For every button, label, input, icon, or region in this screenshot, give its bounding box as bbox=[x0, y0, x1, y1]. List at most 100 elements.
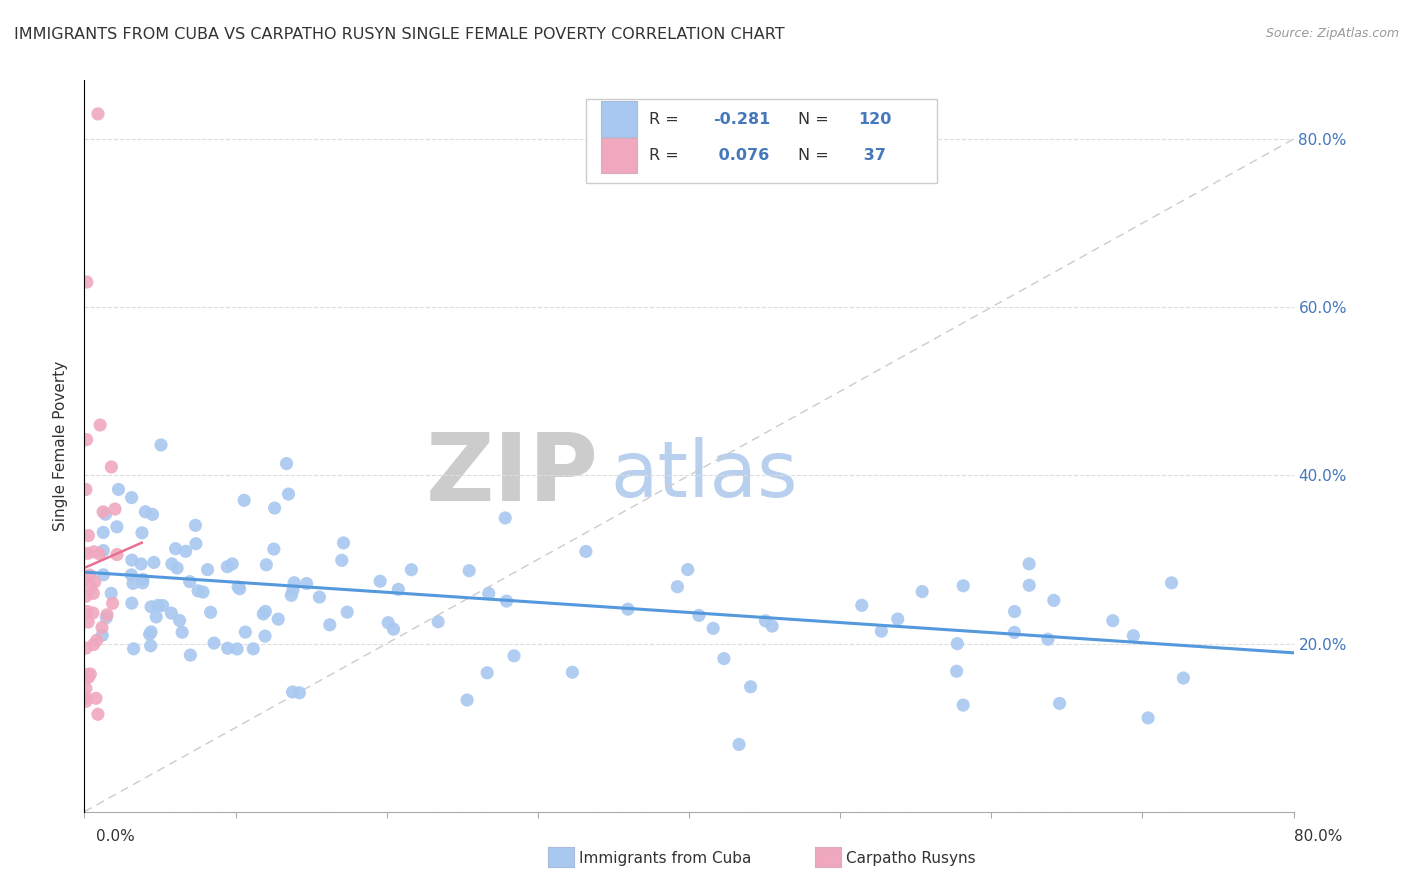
Point bbox=[851, 599, 873, 613]
Text: 0.0%: 0.0% bbox=[96, 830, 135, 844]
Point bbox=[141, 508, 163, 522]
Point bbox=[217, 559, 239, 574]
Point bbox=[870, 624, 893, 639]
Point bbox=[83, 638, 105, 652]
Point bbox=[221, 557, 243, 571]
Point bbox=[179, 574, 201, 589]
Point bbox=[252, 607, 274, 621]
Point bbox=[200, 605, 222, 619]
Text: N =: N = bbox=[797, 112, 834, 127]
Text: IMMIGRANTS FROM CUBA VS CARPATHO RUSYN SINGLE FEMALE POVERTY CORRELATION CHART: IMMIGRANTS FROM CUBA VS CARPATHO RUSYN S… bbox=[14, 27, 785, 42]
Point bbox=[160, 606, 183, 620]
Point bbox=[330, 553, 353, 567]
Point bbox=[121, 491, 143, 505]
Point bbox=[82, 586, 104, 600]
Point bbox=[676, 563, 699, 577]
Point bbox=[254, 604, 277, 618]
Point bbox=[77, 528, 100, 542]
Point bbox=[368, 574, 391, 589]
Point bbox=[160, 557, 183, 571]
Point bbox=[688, 608, 710, 623]
Point bbox=[253, 629, 276, 643]
Point bbox=[332, 536, 354, 550]
Point bbox=[288, 686, 311, 700]
Point bbox=[761, 619, 783, 633]
Point bbox=[75, 690, 97, 705]
Point bbox=[308, 590, 330, 604]
Point bbox=[152, 599, 174, 613]
Point bbox=[754, 614, 776, 628]
Text: -0.281: -0.281 bbox=[713, 112, 770, 127]
Point bbox=[104, 502, 127, 516]
Point bbox=[267, 612, 290, 626]
Point bbox=[121, 553, 143, 567]
Point bbox=[131, 575, 153, 590]
Point bbox=[617, 602, 640, 616]
Text: 37: 37 bbox=[858, 148, 886, 163]
Bar bbox=[600, 138, 637, 173]
Point bbox=[226, 580, 249, 594]
Text: 0.076: 0.076 bbox=[713, 148, 769, 163]
Point bbox=[233, 493, 256, 508]
Text: atlas: atlas bbox=[610, 437, 797, 513]
Point bbox=[100, 459, 122, 474]
Text: 120: 120 bbox=[858, 112, 891, 127]
Point bbox=[150, 438, 173, 452]
Point bbox=[1137, 711, 1160, 725]
Point bbox=[401, 563, 423, 577]
Point bbox=[139, 599, 162, 614]
Point bbox=[702, 621, 724, 635]
Text: ZIP: ZIP bbox=[426, 429, 599, 521]
Point bbox=[100, 586, 122, 600]
Point bbox=[91, 543, 114, 558]
Point bbox=[82, 606, 104, 620]
Point bbox=[494, 511, 516, 525]
Point bbox=[174, 544, 197, 558]
Point bbox=[495, 594, 517, 608]
Point bbox=[458, 564, 481, 578]
Point bbox=[1101, 614, 1123, 628]
Point bbox=[105, 548, 128, 562]
Point bbox=[76, 546, 98, 560]
Point bbox=[132, 572, 155, 586]
Point bbox=[740, 680, 762, 694]
Point bbox=[281, 582, 304, 597]
Point bbox=[946, 637, 969, 651]
Point bbox=[89, 417, 111, 432]
Point bbox=[283, 575, 305, 590]
Point bbox=[475, 665, 498, 680]
Point bbox=[503, 648, 526, 663]
Point bbox=[76, 667, 98, 681]
Point bbox=[84, 691, 107, 706]
Point bbox=[263, 542, 285, 557]
Point bbox=[76, 604, 98, 618]
Point bbox=[79, 568, 101, 582]
Point bbox=[281, 685, 304, 699]
Point bbox=[91, 505, 114, 519]
Point bbox=[295, 576, 318, 591]
Point bbox=[139, 639, 162, 653]
Point bbox=[911, 584, 934, 599]
Point bbox=[1043, 593, 1066, 607]
Point bbox=[107, 483, 129, 497]
Point bbox=[129, 557, 152, 571]
Point bbox=[179, 648, 201, 662]
Point bbox=[96, 607, 118, 622]
Point bbox=[952, 579, 974, 593]
Point bbox=[76, 275, 98, 289]
Point bbox=[122, 576, 145, 591]
Point bbox=[945, 665, 967, 679]
Point bbox=[1049, 697, 1071, 711]
Point bbox=[952, 698, 974, 712]
Point bbox=[134, 505, 156, 519]
Point bbox=[235, 625, 257, 640]
Point bbox=[142, 556, 165, 570]
Point bbox=[91, 620, 114, 634]
Point bbox=[77, 670, 100, 684]
Point bbox=[1002, 625, 1025, 640]
Point bbox=[666, 580, 689, 594]
Point bbox=[94, 507, 117, 521]
Point bbox=[1173, 671, 1195, 685]
Point bbox=[87, 107, 110, 121]
Point bbox=[456, 693, 478, 707]
